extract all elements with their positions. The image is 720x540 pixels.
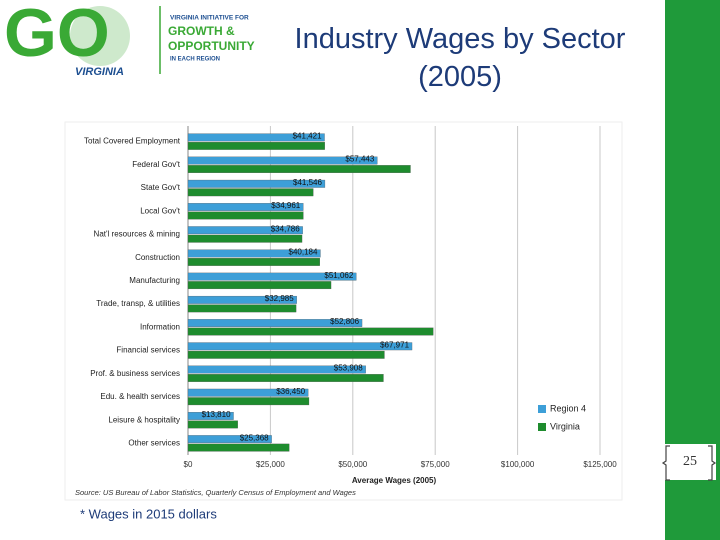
bar <box>187 179 326 188</box>
chart-area <box>64 121 623 501</box>
bar <box>187 443 290 452</box>
logo-mark: GO <box>4 0 110 71</box>
bar <box>187 435 272 444</box>
bar <box>187 165 411 173</box>
value-label: $41,421 <box>293 131 322 140</box>
y-tick-label: Leisure & hospitality <box>108 415 180 424</box>
bar <box>187 141 325 150</box>
bar <box>187 327 434 336</box>
value-label: $36,450 <box>276 387 305 396</box>
title-box: Industry Wages by Sector (2005) <box>294 23 626 93</box>
bar <box>187 319 363 327</box>
value-label: $41,546 <box>293 178 322 187</box>
bar <box>187 412 234 420</box>
bar <box>187 203 304 211</box>
bar <box>187 304 297 313</box>
value-label: $34,961 <box>271 201 300 210</box>
y-tick-label: Trade, transp, & utilities <box>96 299 180 308</box>
x-axis-title: Average Wages (2005) <box>352 476 437 485</box>
bar <box>187 258 320 266</box>
source: Source: US Bureau of Labor Statistics, Q… <box>75 488 356 497</box>
y-tick-label: Information <box>140 322 180 331</box>
logo-text: IN EACH REGION <box>170 57 220 63</box>
page-number-box <box>664 444 716 480</box>
bar <box>187 281 332 290</box>
bar <box>187 397 310 406</box>
y-tick-label: Financial services <box>116 346 180 355</box>
y-tick-label: Manufacturing <box>129 276 180 285</box>
value-label: $32,985 <box>265 294 294 303</box>
value-label: $40,184 <box>289 248 318 257</box>
x-tick-label: $75,000 <box>421 460 450 469</box>
value-label: $25,368 <box>240 433 269 442</box>
legend-label: Virginia <box>550 421 580 431</box>
bar <box>187 156 378 165</box>
x-tick-label: $50,000 <box>338 460 367 469</box>
bar <box>187 365 366 374</box>
x-tick-label: $25,000 <box>256 460 285 469</box>
logo-text: GROWTH & <box>168 24 235 38</box>
bar <box>187 350 385 359</box>
footnote: * Wages in 2015 dollars <box>80 506 217 521</box>
x-tick-label: $125,000 <box>583 460 617 469</box>
logo-circle <box>70 6 130 66</box>
chart-title: Industry Wages by Sector (2005) <box>294 23 626 93</box>
y-tick-label: State Gov't <box>141 183 181 192</box>
y-tick-label: Prof. & business services <box>90 369 180 378</box>
y-tick-label: Total Covered Employment <box>84 137 181 146</box>
y-tick-label: Construction <box>135 253 180 262</box>
y-tick-label: Local Gov't <box>140 206 181 215</box>
bar <box>187 226 303 235</box>
value-label: $53,908 <box>334 364 363 373</box>
value-label: $34,786 <box>271 224 300 233</box>
x-tick-label: $100,000 <box>501 460 535 469</box>
y-tick-label: Edu. & health services <box>100 392 180 401</box>
value-label: $52,806 <box>330 317 359 326</box>
bar <box>187 272 357 281</box>
bracket <box>708 445 717 481</box>
y-tick-label: Nat'l resources & mining <box>94 230 180 239</box>
value-label: $51,062 <box>324 271 353 280</box>
logo-state: VIRGINIA <box>75 66 124 78</box>
value-label: $57,443 <box>345 155 374 164</box>
page-number: 25 <box>683 454 697 469</box>
bar <box>187 249 321 258</box>
bar <box>187 188 314 197</box>
bar <box>187 420 238 429</box>
bar <box>187 374 384 382</box>
value-label: $67,971 <box>380 340 409 349</box>
value-label: $13,810 <box>202 410 231 419</box>
x-tick-label: $0 <box>184 460 193 469</box>
bar <box>187 388 309 397</box>
y-tick-label: Other services <box>128 439 180 448</box>
logo-text: VIRGINIA INITIATIVE FOR <box>170 15 249 22</box>
logo-text: OPPORTUNITY <box>168 39 255 53</box>
legend-label: Region 4 <box>550 403 586 413</box>
bar <box>187 234 303 243</box>
legend-swatch <box>538 423 546 431</box>
y-tick-label: Federal Gov't <box>132 160 181 169</box>
bar <box>187 133 325 142</box>
bar <box>187 295 297 304</box>
bracket <box>661 445 670 481</box>
bar <box>187 342 413 351</box>
bar <box>187 211 304 220</box>
legend-swatch <box>538 405 546 413</box>
